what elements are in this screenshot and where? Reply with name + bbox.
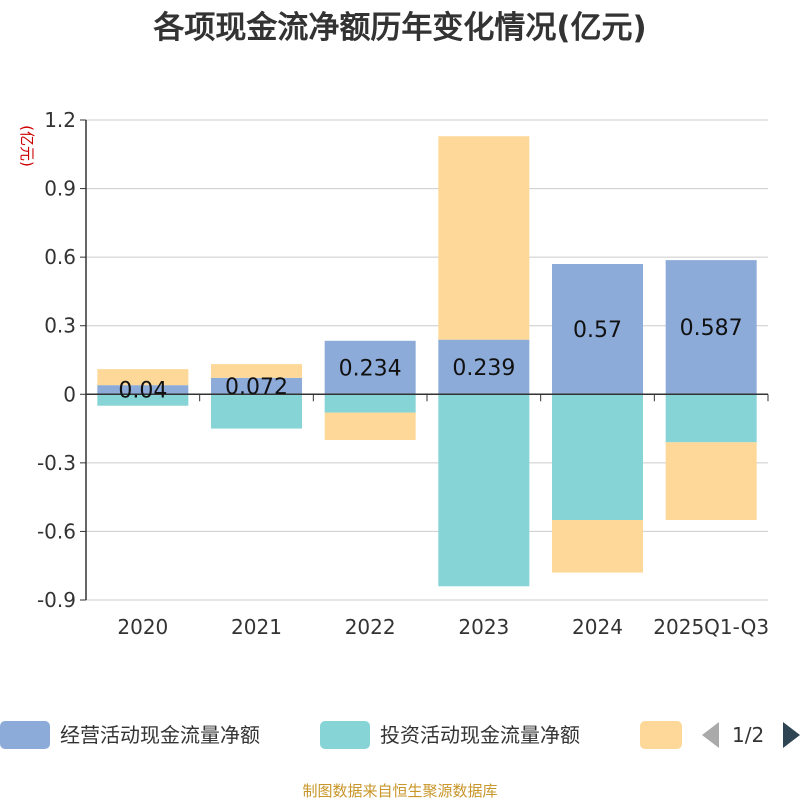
y-tick-label: 0.6: [44, 245, 76, 269]
data-label: 0.239: [452, 356, 515, 381]
data-label: 0.04: [118, 379, 167, 404]
data-label: 0.072: [225, 375, 288, 400]
legend-page-indicator: 1/2: [732, 723, 764, 747]
bar-investing[interactable]: [211, 394, 302, 429]
bar-financing[interactable]: [97, 369, 189, 386]
x-tick-label: 2023: [458, 615, 509, 639]
data-labels: 0.04 0.072 0.234 0.239 0.57 0.587: [118, 316, 742, 404]
grid-lines: [86, 119, 768, 601]
y-tick-label: -0.3: [37, 451, 76, 475]
legend-label-operating[interactable]: 经营活动现金流量净额: [60, 723, 260, 747]
source-note: 制图数据来自恒生聚源数据库: [302, 782, 497, 800]
bar-financing[interactable]: [665, 442, 757, 520]
chart-title: 各项现金流净额历年变化情况(亿元): [152, 10, 646, 46]
legend: 经营活动现金流量净额 投资活动现金流量净额 1/2: [0, 721, 800, 749]
bar-operating[interactable]: [438, 339, 530, 395]
data-label: 0.587: [680, 316, 743, 341]
x-tick-label: 2021: [231, 615, 282, 639]
bar-financing[interactable]: [211, 364, 302, 378]
y-tick-label: -0.6: [37, 519, 76, 543]
bars: [97, 136, 757, 587]
y-tick-label: -0.9: [37, 588, 76, 612]
y-tick-labels: 1.2 0.9 0.6 0.3 0 -0.3 -0.6 -0.9: [37, 108, 76, 612]
x-tick-label: 2025Q1-Q3: [653, 615, 769, 639]
bar-investing[interactable]: [552, 394, 643, 520]
bar-investing[interactable]: [438, 394, 530, 587]
bar-financing[interactable]: [438, 136, 530, 340]
bar-operating[interactable]: [552, 264, 643, 395]
y-tick-label: 1.2: [44, 108, 76, 132]
bar-operating[interactable]: [97, 385, 189, 395]
bar-investing[interactable]: [665, 394, 757, 443]
x-tick-label: 2020: [117, 615, 168, 639]
legend-swatch-financing[interactable]: [640, 721, 682, 749]
bar-operating[interactable]: [665, 260, 757, 395]
bar-investing[interactable]: [97, 394, 189, 406]
x-tick-label: 2024: [572, 615, 623, 639]
legend-next-page-icon[interactable]: [783, 722, 800, 748]
legend-swatch-operating[interactable]: [0, 721, 50, 749]
data-label: 0.57: [573, 318, 622, 343]
legend-label-investing[interactable]: 投资活动现金流量净额: [380, 723, 580, 747]
y-tick-label: 0.3: [44, 314, 76, 338]
y-tick-label: 0.9: [44, 177, 76, 201]
axes: [80, 119, 769, 601]
bar-operating[interactable]: [324, 340, 416, 395]
x-tick-labels: 2020 2021 2022 2023 2024 2025Q1-Q3: [117, 615, 769, 639]
bar-financing[interactable]: [552, 520, 643, 573]
y-tick-label: 0: [63, 382, 76, 406]
data-label: 0.234: [339, 357, 402, 382]
x-tick-label: 2022: [345, 615, 396, 639]
bar-financing[interactable]: [324, 412, 416, 440]
bar-investing[interactable]: [324, 394, 416, 413]
y-axis-unit: (亿元): [18, 125, 36, 167]
legend-swatch-investing[interactable]: [320, 721, 370, 749]
bar-operating[interactable]: [211, 377, 302, 395]
legend-prev-page-icon[interactable]: [702, 722, 719, 748]
